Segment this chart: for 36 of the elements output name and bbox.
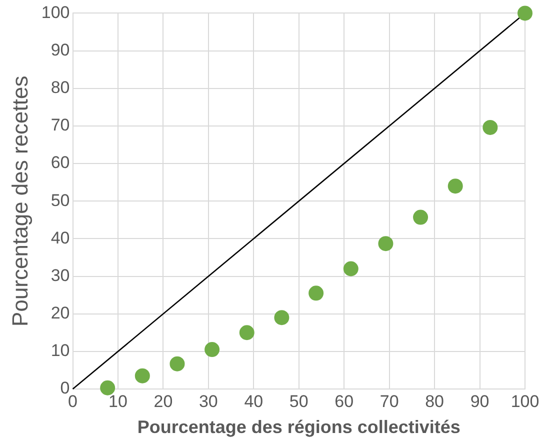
point [482, 120, 498, 135]
x-tick-label: 30 [198, 392, 218, 411]
x-axis-title: Pourcentage des régions collectivités [137, 417, 460, 438]
y-tick-label: 70 [50, 116, 70, 135]
point [170, 356, 185, 372]
x-tick-label: 20 [154, 392, 173, 411]
point [378, 236, 394, 252]
x-tick-label: 60 [334, 392, 354, 411]
y-tick-label: 0 [60, 378, 70, 398]
x-tick-label: 10 [108, 392, 128, 411]
x-tick-label: 90 [470, 392, 490, 411]
y-tick-label: 10 [50, 341, 70, 360]
point [343, 261, 358, 276]
point [100, 380, 116, 396]
y-tick-label: 90 [50, 40, 70, 60]
point [134, 368, 150, 384]
point [448, 178, 463, 194]
x-tick-label: 40 [244, 392, 264, 411]
x-tick-label: 80 [425, 392, 444, 411]
y-tick-label: 50 [50, 190, 70, 210]
x-tick-label: 100 [510, 392, 540, 411]
y-tick-label: 100 [41, 2, 70, 22]
y-tick-label: 40 [50, 228, 70, 248]
x-tick-label: 70 [380, 392, 399, 411]
point [518, 6, 532, 21]
point [308, 286, 324, 301]
y-tick-label: 20 [50, 304, 70, 323]
y-axis-title: Pourcentage des recettes [7, 76, 32, 326]
point [204, 342, 220, 358]
point [274, 310, 290, 326]
point [413, 210, 428, 225]
x-tick-label: 50 [289, 392, 308, 411]
y-tick-label: 60 [50, 153, 70, 172]
y-tick-label: 80 [50, 78, 70, 98]
y-tick-label: 30 [50, 266, 70, 285]
point [239, 325, 254, 340]
